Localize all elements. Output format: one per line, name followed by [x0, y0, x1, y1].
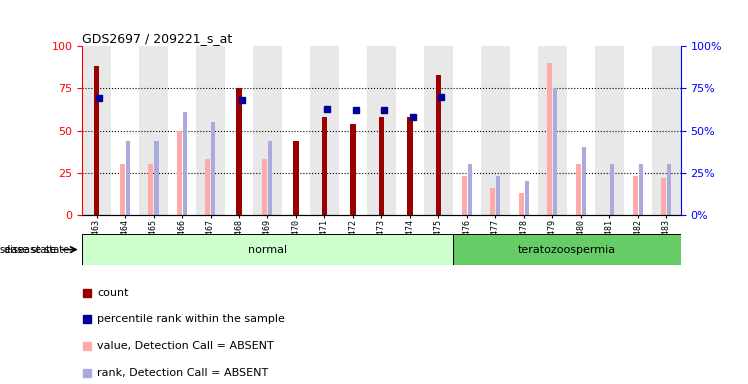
- Bar: [575, 164, 580, 215]
- Bar: [633, 176, 637, 215]
- Bar: [453, 234, 681, 265]
- Bar: [567, 46, 595, 215]
- Bar: [379, 117, 384, 215]
- Bar: [154, 141, 159, 215]
- Text: count: count: [97, 288, 129, 298]
- Bar: [211, 122, 215, 215]
- Bar: [424, 46, 453, 215]
- Bar: [462, 176, 467, 215]
- Text: value, Detection Call = ABSENT: value, Detection Call = ABSENT: [97, 341, 274, 351]
- Text: percentile rank within the sample: percentile rank within the sample: [97, 314, 285, 324]
- Bar: [339, 46, 367, 215]
- Bar: [554, 88, 557, 215]
- Bar: [661, 178, 666, 215]
- Bar: [518, 193, 524, 215]
- Bar: [453, 46, 481, 215]
- Bar: [262, 159, 267, 215]
- Bar: [94, 66, 99, 215]
- Bar: [610, 164, 614, 215]
- Text: GDS2697 / 209221_s_at: GDS2697 / 209221_s_at: [82, 32, 233, 45]
- Bar: [139, 46, 168, 215]
- Bar: [236, 88, 242, 215]
- Bar: [639, 164, 643, 215]
- Bar: [468, 164, 472, 215]
- Bar: [582, 147, 586, 215]
- Bar: [120, 164, 125, 215]
- Bar: [667, 164, 672, 215]
- Bar: [367, 46, 396, 215]
- Bar: [269, 141, 272, 215]
- Bar: [509, 46, 539, 215]
- Bar: [310, 46, 339, 215]
- Bar: [148, 164, 153, 215]
- Text: rank, Detection Call = ABSENT: rank, Detection Call = ABSENT: [97, 368, 269, 378]
- Bar: [293, 141, 298, 215]
- Bar: [322, 117, 327, 215]
- Bar: [524, 181, 529, 215]
- Bar: [282, 46, 310, 215]
- Bar: [408, 117, 413, 215]
- Bar: [82, 46, 111, 215]
- Bar: [224, 46, 254, 215]
- Bar: [82, 234, 453, 265]
- Bar: [539, 46, 567, 215]
- Bar: [547, 63, 552, 215]
- Text: disease state: disease state: [4, 245, 69, 255]
- Bar: [490, 188, 495, 215]
- Bar: [350, 124, 355, 215]
- Bar: [652, 46, 681, 215]
- Bar: [595, 46, 624, 215]
- Bar: [396, 46, 424, 215]
- Text: teratozoospermia: teratozoospermia: [518, 245, 616, 255]
- Bar: [168, 46, 196, 215]
- Text: disease state: disease state: [0, 245, 56, 255]
- Bar: [624, 46, 652, 215]
- Text: normal: normal: [248, 245, 287, 255]
- Bar: [436, 75, 441, 215]
- Bar: [177, 131, 182, 215]
- Bar: [126, 141, 130, 215]
- Bar: [254, 46, 282, 215]
- Bar: [496, 176, 500, 215]
- Bar: [111, 46, 139, 215]
- Bar: [196, 46, 224, 215]
- Bar: [183, 112, 187, 215]
- Bar: [481, 46, 509, 215]
- Bar: [205, 159, 210, 215]
